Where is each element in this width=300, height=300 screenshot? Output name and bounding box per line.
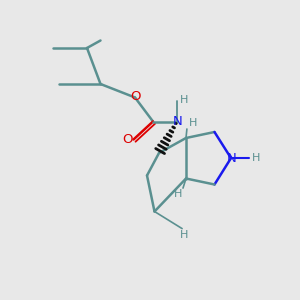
Text: N: N — [226, 152, 236, 165]
Text: H: H — [189, 118, 197, 128]
Text: H: H — [180, 94, 189, 105]
Text: H: H — [174, 189, 182, 199]
Text: N: N — [172, 115, 182, 128]
Text: O: O — [130, 90, 141, 103]
Text: H: H — [179, 230, 188, 240]
Text: H: H — [252, 153, 261, 163]
Text: O: O — [122, 133, 133, 146]
